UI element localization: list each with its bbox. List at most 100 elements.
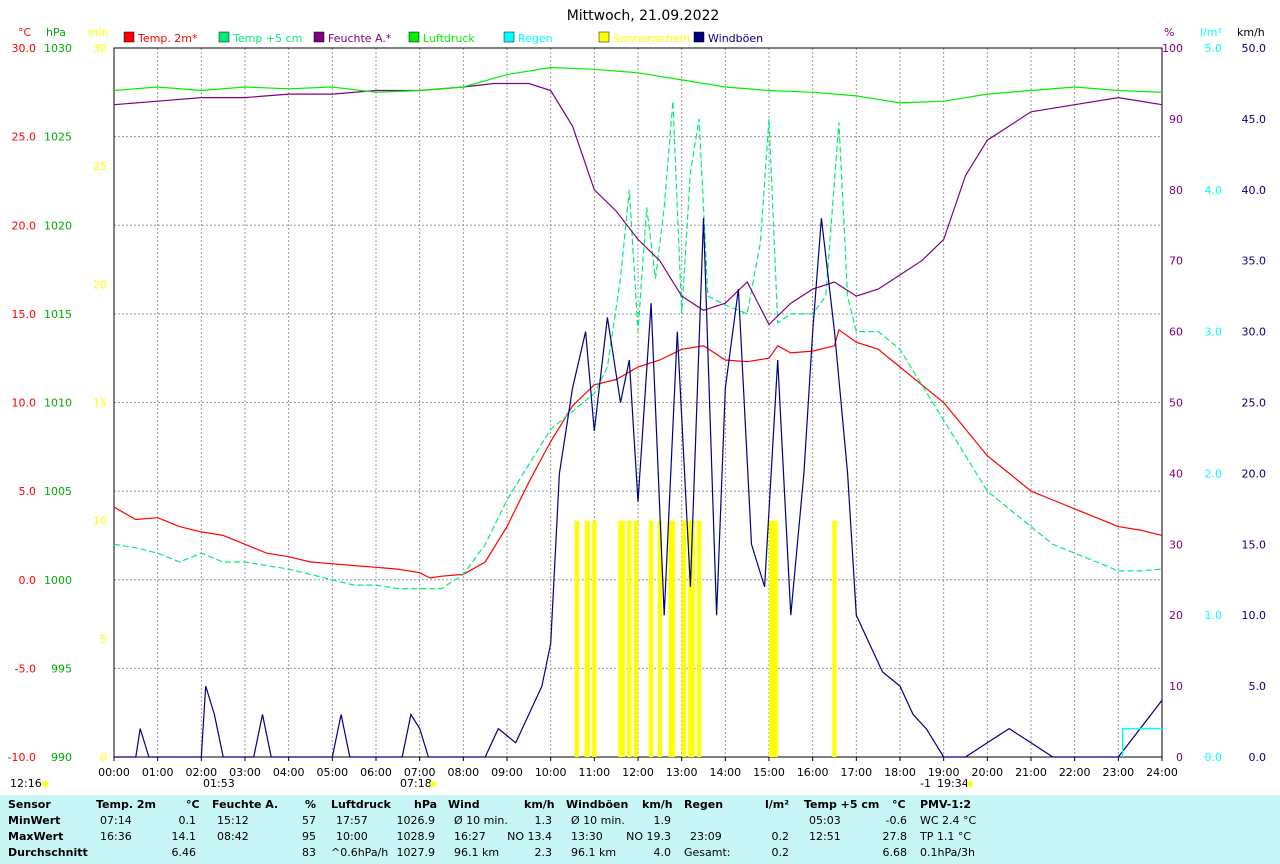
sunshine-bar: [769, 520, 778, 757]
sunshine-bar: [696, 520, 702, 757]
sunset-label: 19:34: [937, 777, 969, 790]
rain-tick-label: 0.0: [1205, 751, 1223, 764]
avg-feuchte-value: 83: [302, 846, 316, 859]
pressure-tick-label: 1030: [44, 42, 72, 55]
x-tick-label: 10:00: [535, 766, 567, 779]
hdr-regen: Regen: [684, 798, 724, 811]
rain-tick-label: 3.0: [1205, 326, 1223, 339]
wind-tick-label: 40.0: [1242, 184, 1267, 197]
x-tick-label: 01:00: [142, 766, 174, 779]
sun-tick-label: 0: [100, 751, 107, 764]
legend-swatch: [503, 31, 515, 43]
series-line: [114, 218, 1163, 758]
humidity-tick-label: 20: [1169, 609, 1183, 622]
hdr-temp5-unit: °C: [892, 798, 906, 811]
max-regen-value: 0.2: [771, 830, 790, 843]
rain-tick-label: 5.0: [1205, 42, 1223, 55]
hdr-luftdruck: Luftdruck: [331, 798, 391, 811]
humidity-tick-label: 40: [1169, 467, 1183, 480]
hdr-wind: Wind: [448, 798, 480, 811]
wind-tick-label: 0.0: [1249, 751, 1267, 764]
legend-label: Temp. 2m*: [137, 32, 198, 45]
pressure-tick-label: 1015: [44, 308, 72, 321]
x-tick-label: 07:00: [404, 766, 436, 779]
legend-swatch: [693, 31, 705, 43]
wind-tick-label: 15.0: [1242, 538, 1267, 551]
max-temp2m-time: 16:36: [100, 830, 132, 843]
x-tick-label: 05:00: [316, 766, 348, 779]
x-tick-label: 09:00: [491, 766, 523, 779]
x-tick-label: 16:00: [797, 766, 829, 779]
sunshine-bar: [627, 520, 632, 757]
min-temp2m-time: 07:14: [100, 814, 132, 827]
max-wind-value: NO 13.4: [507, 830, 552, 843]
humidity-tick-label: 50: [1169, 397, 1183, 410]
humidity-tick-label: 70: [1169, 255, 1183, 268]
avg-temp5-value: 6.68: [882, 846, 908, 859]
temp-tick-label: 25.0: [12, 131, 37, 144]
min-feuchte-value: 57: [302, 814, 316, 827]
avg-luftdruck-value: 1027.9: [396, 846, 436, 859]
sun-tick-label: 20: [93, 278, 107, 291]
left-time-label: 12:16: [10, 777, 42, 790]
temp-tick-label: 0.0: [19, 574, 37, 587]
humidity-unit-label: %: [1164, 26, 1174, 39]
rain-tick-label: 2.0: [1205, 467, 1223, 480]
sunshine-bar: [657, 520, 663, 757]
wind-tick-label: 10.0: [1242, 609, 1267, 622]
sunshine-bar: [668, 520, 676, 757]
wind-tick-label: 5.0: [1249, 680, 1267, 693]
temp-tick-label: 30.0: [12, 42, 37, 55]
sunshine-bar: [574, 520, 580, 757]
sunrise-label: 07:18: [400, 777, 432, 790]
min-luftdruck-value: 1026.9: [396, 814, 436, 827]
legend-label: Regen: [518, 32, 553, 45]
min-feuchte-time: 15:12: [217, 814, 249, 827]
chart-title: Mittwoch, 21.09.2022: [567, 8, 720, 24]
sun-tick-label: 25: [93, 160, 107, 173]
x-tick-label: 00:00: [98, 766, 130, 779]
x-tick-label: 19:00: [928, 766, 960, 779]
max-pmv: TP 1.1 °C: [920, 830, 972, 843]
series-line: [113, 66, 1163, 104]
wind-tick-label: 25.0: [1242, 397, 1267, 410]
humidity-tick-label: 30: [1169, 538, 1183, 551]
hdr-temp5: Temp +5 cm: [804, 798, 880, 811]
wind-tick-label: 45.0: [1242, 113, 1267, 126]
series-line: [113, 82, 1163, 326]
max-wind-time: 16:27: [454, 830, 486, 843]
legend: Temp. 2m* Temp +5 cm Feuchte A.* Luftdruck R…: [123, 31, 763, 45]
legend-swatch: [218, 31, 230, 43]
sunshine-bar: [592, 520, 597, 757]
humidity-tick-label: 80: [1169, 184, 1183, 197]
hdr-regen-unit: l/m²: [765, 798, 790, 811]
min-windboeen-value: 1.9: [653, 814, 672, 827]
hdr-sensor: Sensor: [8, 798, 51, 811]
avg-wind-value: 2.3: [534, 846, 553, 859]
hdr-pmv: PMV-1:2: [920, 798, 971, 811]
min-windboeen-label: Ø 10 min.: [571, 814, 625, 827]
hdr-luftdruck-unit: hPa: [414, 798, 438, 811]
min-temp5-time: 05:03: [809, 814, 841, 827]
pressure-unit-label: hPa: [46, 26, 66, 39]
temp-tick-label: 5.0: [19, 485, 37, 498]
sun-unit-label: min: [88, 26, 109, 39]
legend-swatch: [123, 31, 135, 43]
sunshine-bar: [681, 520, 687, 757]
row-min-label: MinWert: [8, 814, 61, 827]
sunshine-bars: [574, 520, 837, 757]
pressure-tick-label: 990: [51, 751, 72, 764]
x-tick-label: 15:00: [753, 766, 785, 779]
x-tick-label: 06:00: [360, 766, 392, 779]
min-temp5-value: -0.6: [885, 814, 907, 827]
x-tick-label: 21:00: [1015, 766, 1047, 779]
row-avg-label: Durchschnitt: [8, 846, 88, 859]
avg-windboeen-value: 4.0: [653, 846, 672, 859]
x-tick-label: 14:00: [709, 766, 741, 779]
x-tick-label: 02:00: [185, 766, 217, 779]
rain-line: [1121, 727, 1162, 757]
max-temp5-time: 12:51: [809, 830, 841, 843]
legend-swatch: [598, 31, 610, 43]
sun-tick-label: 10: [93, 515, 107, 528]
min-pmv: WC 2.4 °C: [920, 814, 977, 827]
